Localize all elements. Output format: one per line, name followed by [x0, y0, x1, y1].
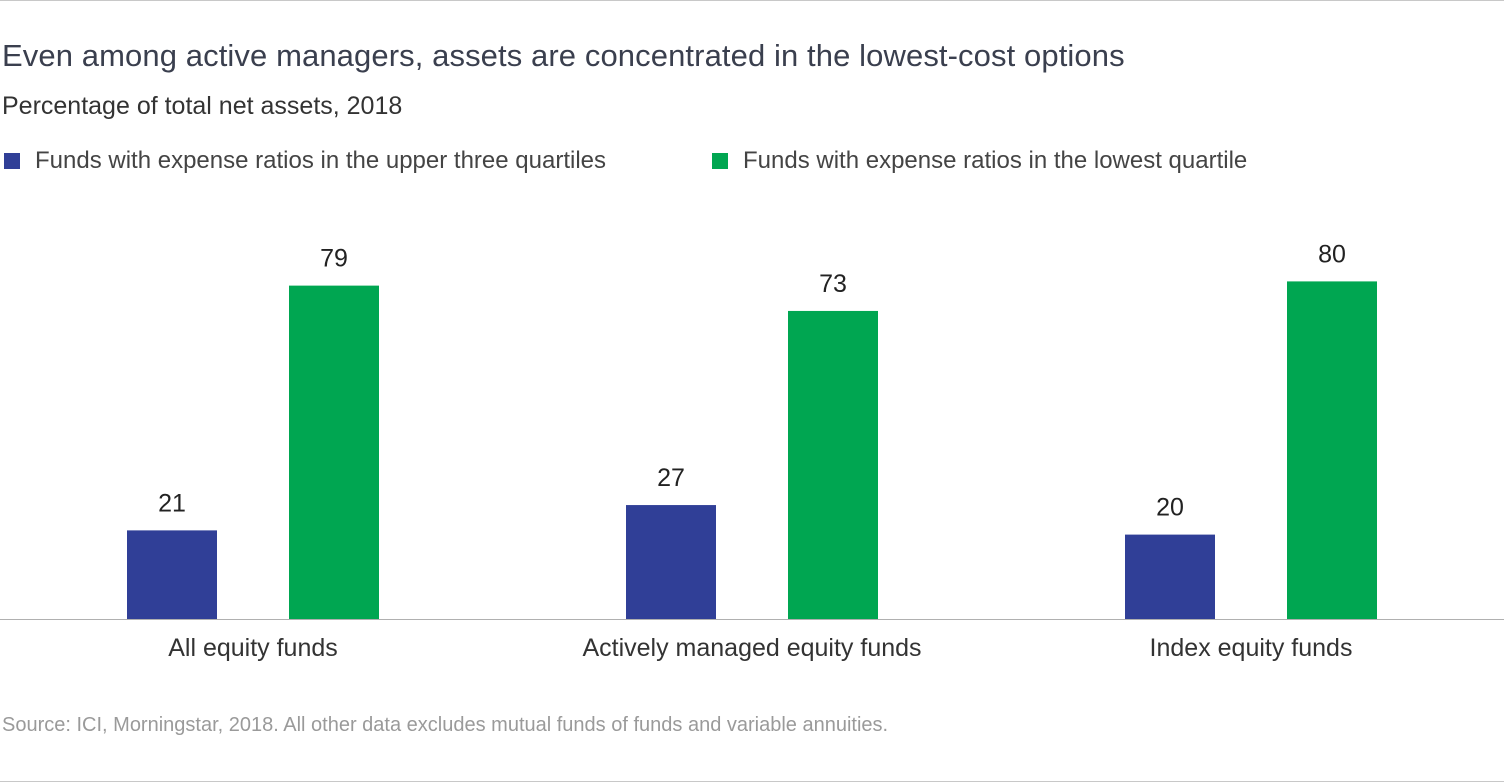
bar-lowest-quartile-1 [788, 310, 878, 619]
top-rule [0, 0, 1504, 1]
data-label-lowest-quartile-1: 73 [819, 270, 847, 298]
bar-upper-quartiles-0 [127, 530, 217, 619]
chart-title: Even among active managers, assets are c… [2, 38, 1125, 73]
data-label-lowest-quartile-0: 79 [320, 245, 348, 273]
bar-chart-plot: 21 79 All equity funds 27 73 Actively managed… [0, 240, 1504, 662]
chart-subtitle: Percentage of total net assets, 2018 [2, 92, 403, 120]
bar-lowest-quartile-2 [1287, 281, 1377, 619]
bar-upper-quartiles-1 [626, 505, 716, 619]
category-label-2: Index equity funds [1150, 634, 1353, 662]
data-label-upper-quartiles-2: 20 [1156, 494, 1184, 522]
legend-swatch-lowest-quartile [712, 153, 728, 169]
source-note: Source: ICI, Morningstar, 2018. All othe… [2, 714, 889, 736]
bar-upper-quartiles-2 [1125, 534, 1215, 619]
data-label-upper-quartiles-0: 21 [158, 489, 186, 517]
data-label-lowest-quartile-2: 80 [1318, 240, 1346, 268]
bottom-rule [0, 781, 1504, 782]
legend-item-lowest-quartile: Funds with expense ratios in the lowest … [712, 144, 1247, 178]
legend-swatch-upper-quartiles [4, 153, 20, 169]
legend-label-upper-quartiles: Funds with expense ratios in the upper t… [35, 147, 606, 174]
legend-label-lowest-quartile: Funds with expense ratios in the lowest … [743, 147, 1248, 174]
category-label-0: All equity funds [168, 634, 338, 662]
bar-lowest-quartile-0 [289, 285, 379, 619]
category-label-1: Actively managed equity funds [582, 634, 921, 662]
legend-item-upper-quartiles: Funds with expense ratios in the upper t… [4, 144, 606, 178]
data-label-upper-quartiles-1: 27 [657, 464, 685, 492]
